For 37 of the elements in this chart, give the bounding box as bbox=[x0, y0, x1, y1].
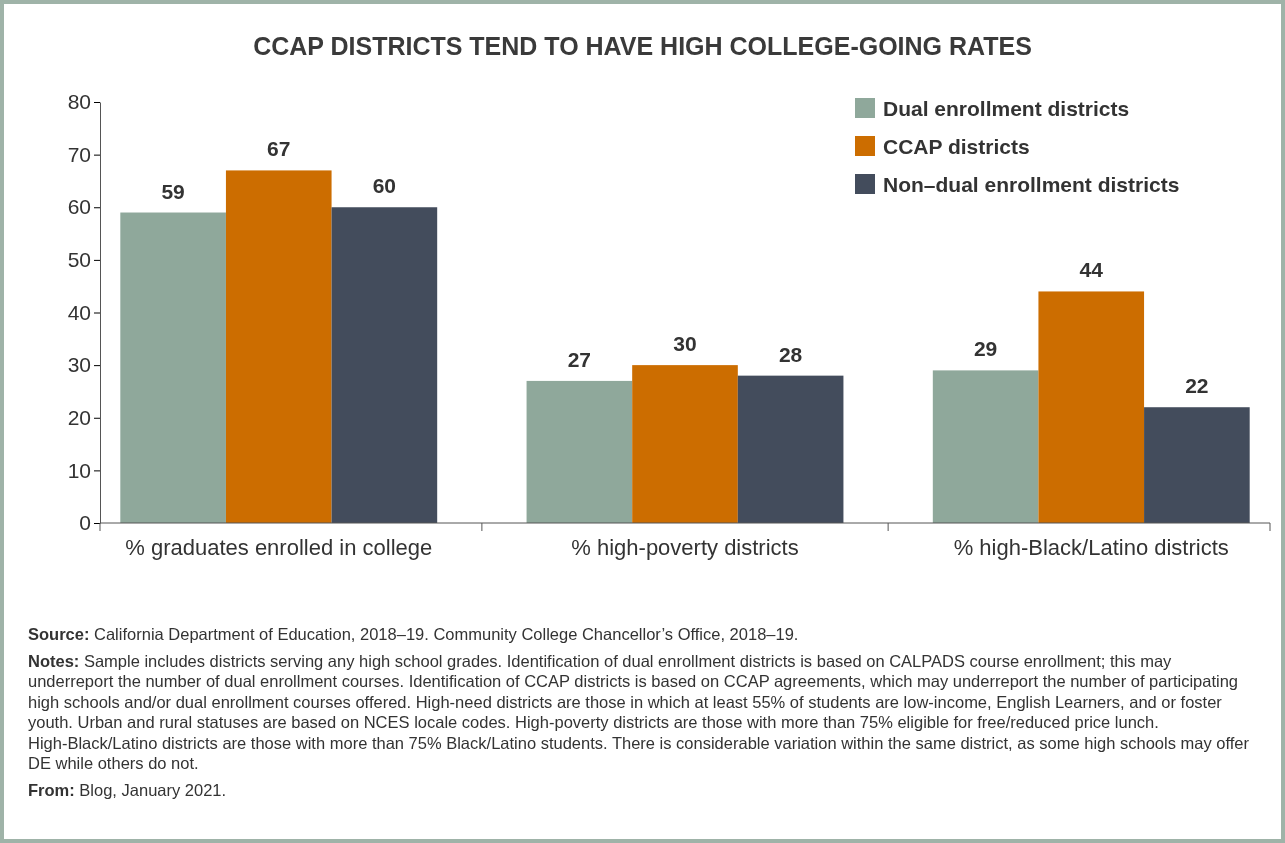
text: Notes: Sample includes districts serving any high school grades. Identification of dual enrollment districts is based on CALPADS course enrollment; this may underreport the number of dual enrollment courses. Identification of CCAP districts is based on CCAP agreements, which may underreport the number of participating high schools and/or dual enrollment courses offered. High-need districts are those in which at least 55% of students are low-income, English Learners, and or foster youth. Urban and rural statuses are based on NCES locale codes. High-poverty districts are those with more than 75% eligible for free/reduced price lunch. High-Black/Latino districts are those with more than 75% Black/Latino students. There is considerable variation within the same district, as some high schools may offer DE while others do not. bbox=[28, 651, 1250, 772]
legend-label: CCAP districts bbox=[883, 135, 1030, 158]
bar bbox=[737, 375, 844, 523]
y-tick-label: 30 bbox=[67, 353, 91, 377]
x-tick-label: % high-Black/Latino districts bbox=[953, 535, 1229, 560]
data-label: 27 bbox=[567, 347, 592, 371]
data-label: 28 bbox=[778, 342, 803, 366]
bar bbox=[932, 370, 1039, 523]
bar bbox=[526, 380, 633, 523]
bar bbox=[632, 365, 738, 523]
bar bbox=[225, 170, 332, 523]
y-tick-label: 0 bbox=[79, 511, 91, 535]
x-tick-label: % graduates enrolled in college bbox=[125, 535, 433, 560]
y-tick-label: 50 bbox=[67, 248, 91, 272]
y-tick-label: 70 bbox=[67, 142, 91, 166]
chart-title: CCAP DISTRICTS TEND TO HAVE HIGH COLLEGE-GOING RATES bbox=[253, 32, 1032, 60]
x-tick-label: % high-poverty districts bbox=[571, 535, 799, 560]
y-tick-label: 10 bbox=[67, 458, 91, 482]
bar bbox=[120, 212, 226, 523]
data-label: 44 bbox=[1079, 258, 1104, 282]
y-tick-label: 60 bbox=[67, 195, 91, 219]
y-tick-label: 80 bbox=[67, 90, 91, 114]
bar bbox=[331, 207, 438, 523]
y-tick-label: 20 bbox=[67, 405, 91, 429]
text: From: Blog, January 2021. bbox=[28, 780, 227, 799]
legend-label: Dual enrollment districts bbox=[883, 97, 1130, 120]
source-note: Source: California Department of Education, 2018–19. Community College Chancellor’s Office, 2018–19. bbox=[28, 625, 799, 643]
bar bbox=[1038, 291, 1145, 523]
data-label: 59 bbox=[161, 179, 185, 203]
legend-label: Non–dual enrollment districts bbox=[883, 173, 1180, 196]
data-label: 60 bbox=[372, 174, 397, 198]
y-tick-label: 40 bbox=[67, 300, 91, 324]
bar bbox=[1144, 407, 1250, 523]
data-label: 67 bbox=[267, 137, 291, 161]
data-label: 30 bbox=[673, 332, 697, 356]
data-label: 22 bbox=[1185, 374, 1209, 398]
data-label: 29 bbox=[973, 337, 998, 361]
